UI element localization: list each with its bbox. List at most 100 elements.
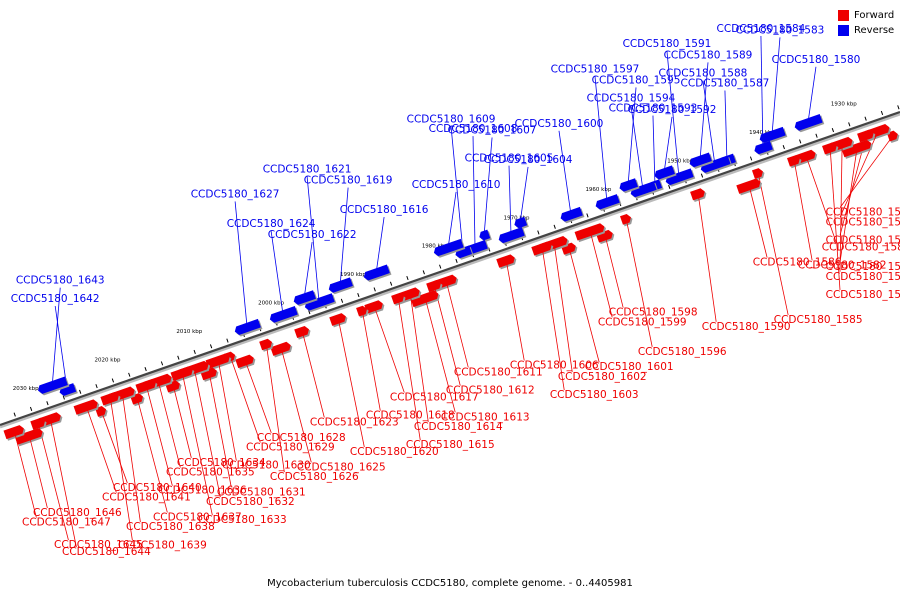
gene-arrow [496, 254, 515, 268]
gene-leader-line [145, 385, 173, 486]
gene-arrow [514, 216, 528, 229]
genome-caption: Mycobacterium tuberculosis CCDC5180, com… [267, 578, 633, 589]
gene-CCDC5180_1642 [59, 383, 78, 398]
gene-label: CCDC5180_1617 [390, 391, 479, 403]
gene-CCDC5180_1625 [270, 341, 293, 358]
axis-tick [144, 367, 147, 372]
gene-leader-line [760, 36, 764, 149]
gene-arrow [269, 306, 298, 323]
gene-arrow [14, 428, 43, 445]
gene-label: CCDC5180_1636 [158, 485, 247, 497]
gene-leader-line [505, 260, 525, 361]
gene-arrow [30, 417, 46, 430]
gene-arrow [170, 366, 193, 382]
gene-leader-line [409, 293, 429, 423]
axis-tick [799, 139, 802, 144]
axis-tick [537, 230, 540, 235]
gene-leader-line [630, 105, 644, 190]
gene-leader-line [172, 385, 192, 458]
gene-label: CCDC5180_1575 [826, 216, 900, 228]
gene-arrow [329, 313, 346, 326]
gene-label: CCDC5180_1625 [297, 461, 386, 473]
gene-leader-line [217, 360, 237, 461]
gene-CCDC5180_1589 [689, 152, 714, 169]
gene-arrow [294, 325, 309, 339]
gene-leader-line [109, 398, 133, 541]
axis-tick [111, 378, 115, 383]
gene-CCDC5180_1579 [822, 142, 839, 157]
gene-label: CCDC5180_1579 [826, 289, 900, 301]
gene-label: CCDC5180_1585 [774, 314, 863, 326]
gene-label: CCDC5180_1581 [822, 241, 900, 253]
axis-tick [62, 395, 65, 400]
gene-CCDC5180_1594 [630, 181, 659, 199]
gene-label: CCDC5180_1594 [587, 93, 676, 105]
gene-label: CCDC5180_1607 [448, 124, 537, 136]
axis-tick [209, 344, 213, 349]
axis-tick [668, 184, 671, 190]
gene-label: CCDC5180_1589 [664, 49, 753, 61]
gene-leader-line [508, 165, 512, 236]
gene-CCDC5180_1585 [751, 168, 765, 181]
axis-tick-label: 1970 kbp [504, 215, 530, 221]
axis-tick [128, 372, 131, 377]
gene-label: CCDC5180_1647 [22, 517, 111, 529]
axis-tick-label: 2020 kbp [95, 358, 121, 364]
gene-leader-line [301, 331, 325, 418]
gene-arrow [751, 168, 763, 179]
gene-arrow [689, 152, 712, 168]
gene-leader-line [229, 356, 261, 443]
axis-line [0, 110, 900, 427]
gene-label: CCDC5180_1634 [177, 457, 266, 469]
gene-arrow [293, 290, 316, 305]
gene-arrow [759, 126, 786, 143]
axis-tick-label: 1930 kbp [831, 101, 857, 107]
gene-label: CCDC5180_1624 [227, 218, 316, 230]
gene-leader-line [450, 126, 464, 253]
gene-leader-line [771, 37, 781, 136]
gene-leader-line [829, 147, 841, 290]
axis-tick [700, 173, 704, 178]
gene-arrow [841, 139, 872, 158]
axis-tick [95, 384, 98, 389]
gene-leader-line [280, 348, 312, 463]
gene-arrow [410, 290, 439, 308]
gene-label: CCDC5180_1646 [33, 507, 122, 519]
gene-CCDC5180_1591 [665, 168, 696, 187]
gene-leader-line [373, 306, 405, 393]
gene-label: CCDC5180_1584 [717, 23, 806, 35]
axis-tick [340, 298, 344, 303]
gene-leader-line [14, 431, 37, 518]
axis-tick [308, 310, 311, 315]
gene-arrow [654, 165, 675, 180]
axis-tick [193, 349, 196, 355]
gene-leader-line [181, 373, 213, 516]
gene-label: CCDC5180_1644 [62, 546, 151, 558]
axis-tick-label: 2000 kbp [258, 301, 284, 307]
gene-label: CCDC5180_1633 [198, 514, 287, 526]
gene-leader-line [839, 148, 858, 263]
gene-leader-line [136, 398, 168, 513]
axis-tick [406, 275, 409, 281]
gene-label: CCDC5180_1592 [628, 104, 717, 116]
gene-label: CCDC5180_1612 [446, 385, 535, 397]
gene-leader-line [724, 90, 728, 161]
axis-tick [357, 293, 360, 298]
gene-CCDC5180_1626 [259, 338, 274, 352]
gene-CCDC5180_1609 [455, 245, 474, 260]
gene-arrow [426, 280, 441, 293]
legend-forward-label: Forward [854, 9, 895, 21]
gene-label: CCDC5180_1574 [826, 207, 900, 219]
gene-label: CCDC5180_1596 [638, 346, 727, 358]
gene-label: CCDC5180_1583 [736, 24, 825, 36]
gene-arrow [619, 178, 638, 192]
gene-CCDC5180_1633 [170, 366, 195, 383]
gene-arrow [690, 188, 705, 201]
axis-tick [29, 406, 33, 411]
gene-label: CCDC5180_1600 [515, 118, 604, 130]
axis-tick [439, 264, 442, 269]
gene-arrow [433, 238, 464, 257]
gene-label: CCDC5180_1641 [102, 492, 191, 504]
gene-label: CCDC5180_1622 [268, 229, 357, 241]
gene-label: CCDC5180_1601 [585, 361, 674, 373]
